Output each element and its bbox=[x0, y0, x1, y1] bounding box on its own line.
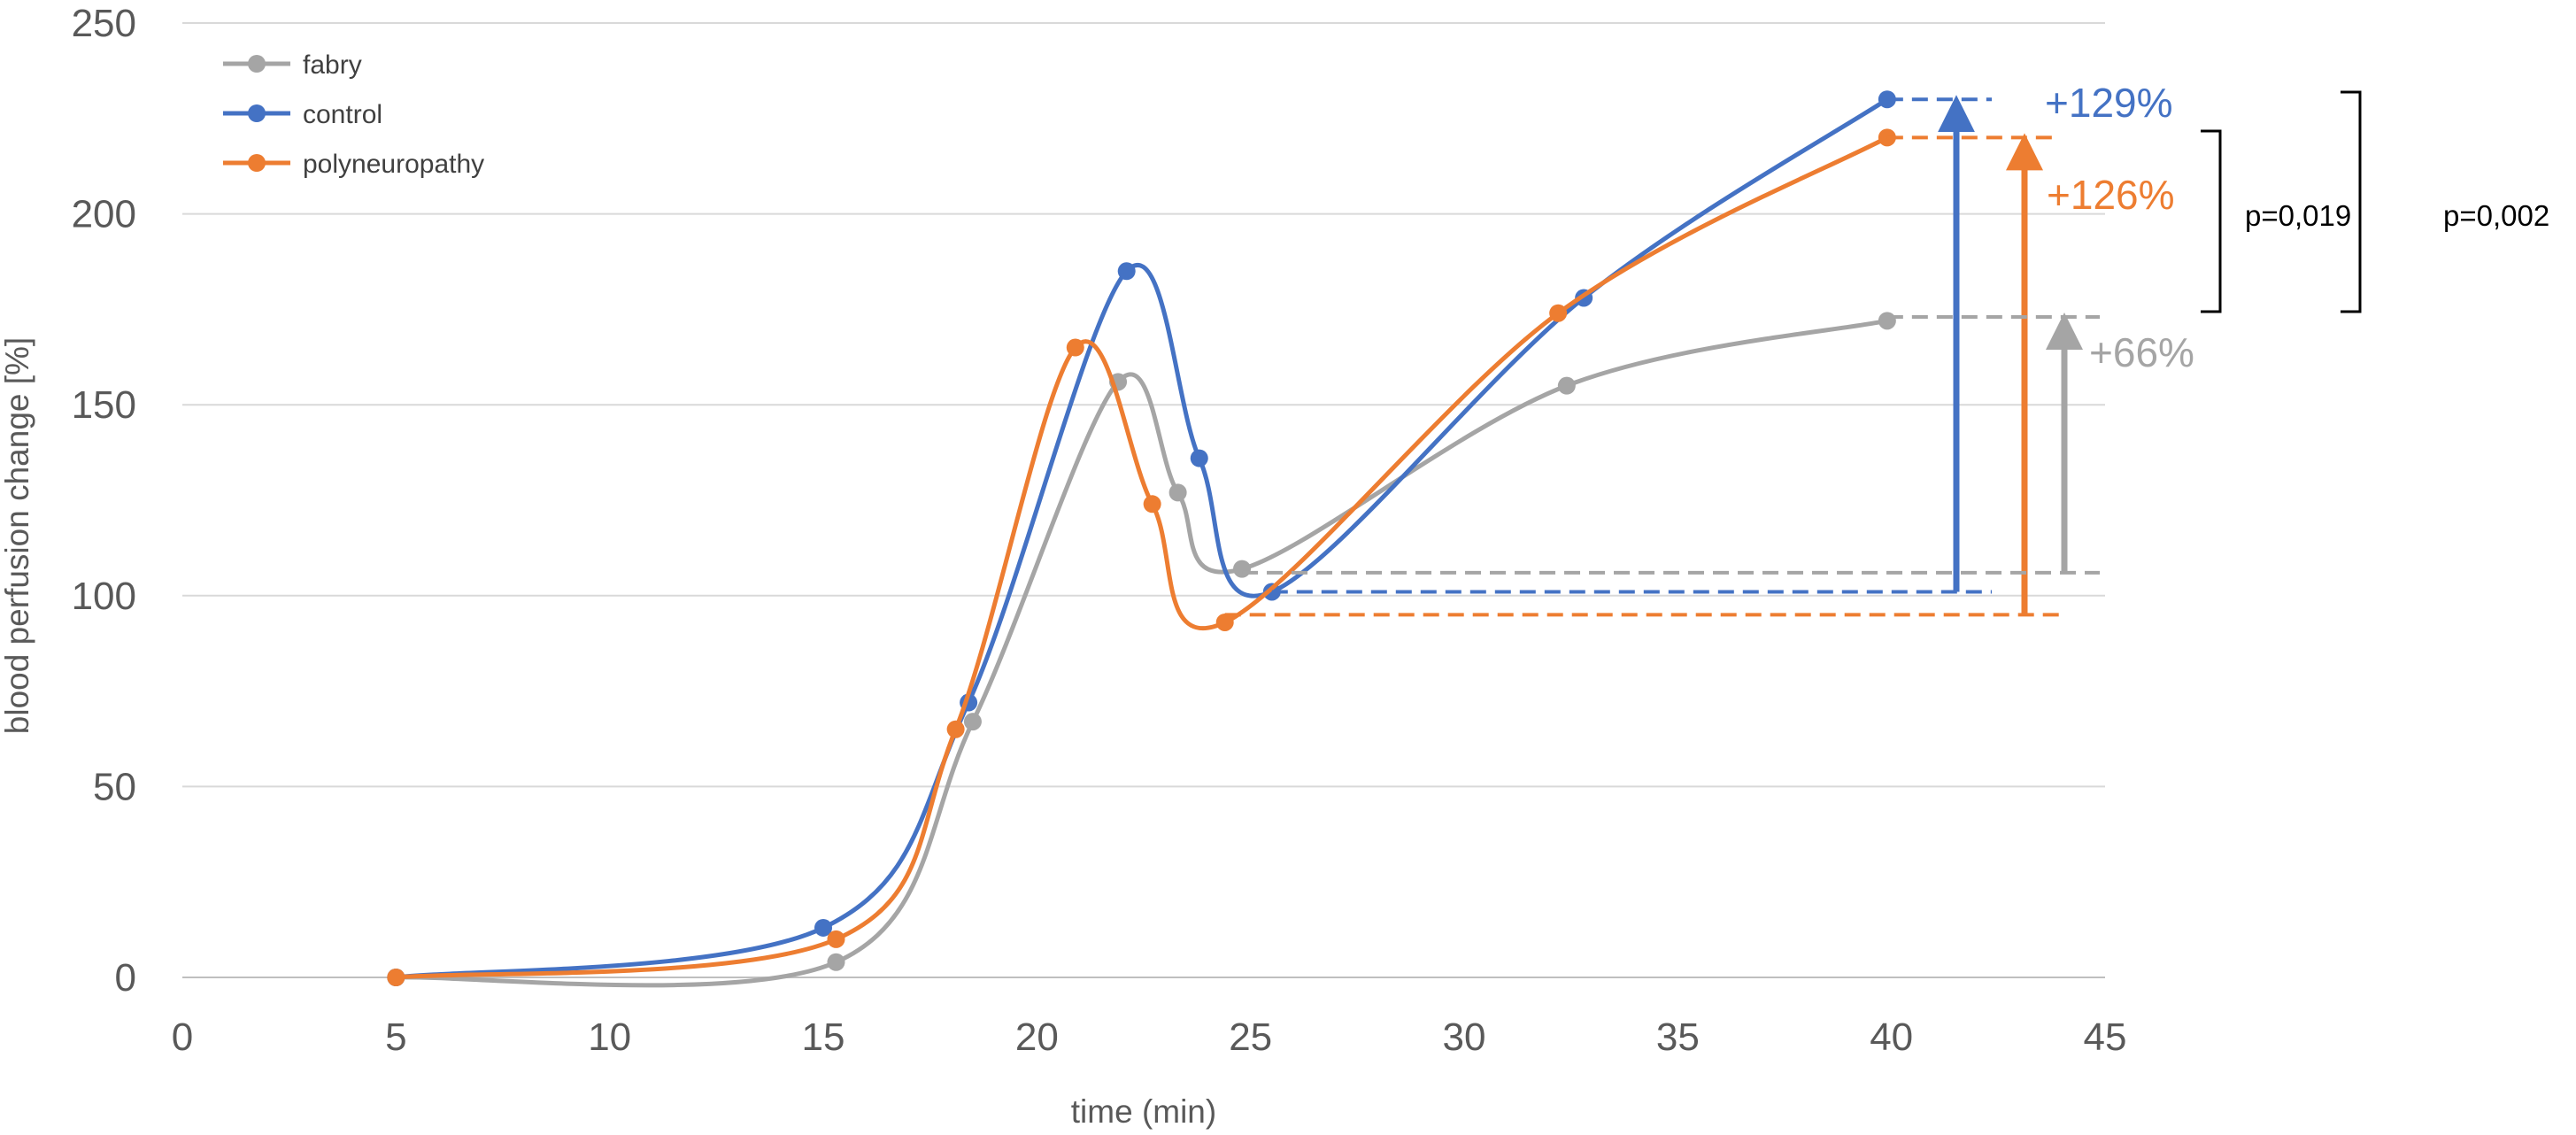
axes: 0 50 100 150 200 250 0 5 10 15 20 25 30 35 40 45 time (m… bbox=[0, 2, 2126, 1130]
data-point-polyneuropathy-1 bbox=[827, 930, 845, 948]
y-tick-label-100: 100 bbox=[72, 575, 136, 618]
annotations: +129% +126% +66% p=0,019 p=0,002 bbox=[1224, 80, 2549, 617]
increase-label-polyneuropathy: +126% bbox=[2047, 172, 2175, 218]
legend-swatch-marker-polyneuropathy bbox=[248, 154, 266, 172]
data-point-polyneuropathy-3 bbox=[1066, 338, 1084, 357]
bracket-line-1 bbox=[2341, 90, 2362, 313]
data-point-control-4 bbox=[1190, 449, 1208, 467]
x-tick-label-40: 40 bbox=[1870, 1015, 1913, 1059]
series-fabry bbox=[387, 312, 1896, 988]
y-tick-label-50: 50 bbox=[93, 765, 136, 808]
legend-swatch-marker-fabry bbox=[248, 55, 266, 73]
legend-item-control: control bbox=[223, 100, 382, 129]
legend-item-polyneuropathy: polyneuropathy bbox=[223, 150, 484, 179]
y-axis-title: blood perfusion change [%] bbox=[0, 337, 35, 734]
data-point-control-3 bbox=[1117, 262, 1136, 281]
y-tick-label-250: 250 bbox=[72, 2, 136, 45]
legend-label-control: control bbox=[303, 100, 382, 129]
data-point-fabry-1 bbox=[827, 953, 845, 971]
data-point-polyneuropathy-0 bbox=[387, 969, 405, 986]
data-point-fabry-5 bbox=[1233, 560, 1252, 578]
data-point-polyneuropathy-6 bbox=[1549, 304, 1568, 322]
x-tick-label-45: 45 bbox=[2084, 1015, 2127, 1059]
legend: fabry control polyneuropathy bbox=[223, 50, 484, 179]
data-point-fabry-6 bbox=[1557, 376, 1576, 395]
x-tick-label-30: 30 bbox=[1443, 1015, 1486, 1059]
data-point-polyneuropathy-2 bbox=[946, 720, 965, 738]
data-point-polyneuropathy-4 bbox=[1143, 495, 1161, 513]
x-tick-label-15: 15 bbox=[802, 1015, 845, 1059]
series-lines bbox=[387, 90, 1896, 988]
gridlines bbox=[182, 22, 2105, 788]
bracket-line-0 bbox=[2201, 129, 2222, 313]
annotation-polyneuropathy: +126% bbox=[1224, 133, 2175, 617]
annotation-fabry: +66% bbox=[1242, 313, 2194, 575]
x-tick-label-20: 20 bbox=[1015, 1015, 1059, 1059]
legend-swatch-marker-control bbox=[248, 104, 266, 122]
series-line-control bbox=[393, 97, 1890, 980]
increase-label-control: +129% bbox=[2045, 80, 2173, 126]
significance-bracket-1: p=0,002 bbox=[2341, 90, 2549, 313]
data-point-fabry-7 bbox=[1878, 312, 1896, 330]
x-axis-title: time (min) bbox=[1071, 1093, 1216, 1130]
legend-item-fabry: fabry bbox=[223, 50, 362, 80]
legend-label-polyneuropathy: polyneuropathy bbox=[303, 150, 484, 179]
x-tick-label-10: 10 bbox=[588, 1015, 631, 1059]
p-value-label-1: p=0,002 bbox=[2443, 199, 2549, 232]
legend-label-fabry: fabry bbox=[303, 50, 362, 80]
series-line-fabry bbox=[393, 318, 1890, 988]
y-tick-label-200: 200 bbox=[72, 193, 136, 236]
y-tick-label-150: 150 bbox=[72, 383, 136, 427]
x-tick-label-5: 5 bbox=[385, 1015, 406, 1059]
y-tick-label-0: 0 bbox=[115, 956, 136, 1000]
data-point-fabry-2 bbox=[963, 713, 982, 731]
series-line-polyneuropathy bbox=[393, 135, 1890, 980]
x-tick-label-0: 0 bbox=[172, 1015, 193, 1059]
x-tick-label-25: 25 bbox=[1229, 1015, 1272, 1059]
significance-bracket-0: p=0,019 bbox=[2201, 129, 2351, 313]
data-point-control-1 bbox=[814, 918, 832, 937]
annotation-control: +129% bbox=[1271, 80, 2173, 594]
increase-label-fabry: +66% bbox=[2089, 329, 2194, 375]
x-tick-label-35: 35 bbox=[1656, 1015, 1700, 1059]
series-polyneuropathy bbox=[387, 128, 1896, 986]
p-value-label-0: p=0,019 bbox=[2245, 199, 2351, 232]
series-control bbox=[387, 90, 1896, 986]
data-point-polyneuropathy-5 bbox=[1215, 613, 1234, 631]
data-point-fabry-4 bbox=[1168, 483, 1187, 502]
